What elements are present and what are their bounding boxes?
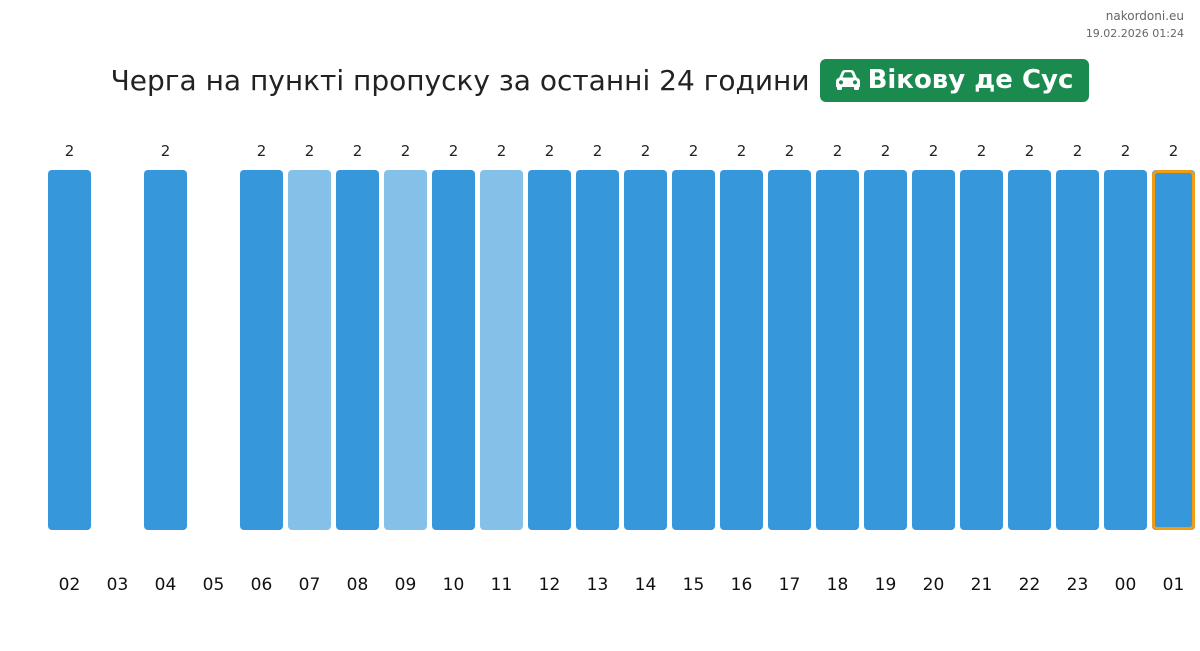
tick-label-13: 13 (587, 575, 609, 595)
value-label-11: 2 (497, 142, 507, 160)
timestamp: 19.02.2026 01:24 (1085, 27, 1184, 40)
bar-16[interactable] (720, 170, 763, 530)
value-label-01: 2 (1169, 142, 1179, 160)
bar-23[interactable] (1056, 170, 1099, 530)
chart-header: Черга на пункті пропуску за останні 24 г… (0, 58, 1200, 102)
value-label-02: 2 (65, 142, 75, 160)
bar-20[interactable] (912, 170, 955, 530)
bar-19[interactable] (864, 170, 907, 530)
badge-label: Вікову де Сус (867, 65, 1074, 95)
tick-label-06: 06 (251, 575, 273, 595)
value-label-10: 2 (449, 142, 459, 160)
bar-14[interactable] (624, 170, 667, 530)
bar-08[interactable] (336, 170, 379, 530)
car-icon (835, 70, 860, 90)
tick-label-07: 07 (299, 575, 321, 595)
tick-label-15: 15 (683, 575, 705, 595)
tick-label-20: 20 (923, 575, 945, 595)
value-label-07: 2 (305, 142, 315, 160)
bar-22[interactable] (1008, 170, 1051, 530)
value-label-08: 2 (353, 142, 363, 160)
tick-label-08: 08 (347, 575, 369, 595)
bar-11[interactable] (480, 170, 523, 530)
value-label-17: 2 (785, 142, 795, 160)
bar-10[interactable] (432, 170, 475, 530)
bar-07[interactable] (288, 170, 331, 530)
tick-label-11: 11 (491, 575, 513, 595)
bar-18[interactable] (816, 170, 859, 530)
bar-01[interactable] (1152, 170, 1195, 530)
tick-label-12: 12 (539, 575, 561, 595)
value-label-19: 2 (881, 142, 891, 160)
site-name[interactable]: nakordoni.eu (1105, 9, 1184, 23)
bar-09[interactable] (384, 170, 427, 530)
tick-label-01: 01 (1163, 575, 1185, 595)
value-label-21: 2 (977, 142, 987, 160)
tick-label-05: 05 (203, 575, 225, 595)
tick-label-10: 10 (443, 575, 465, 595)
value-label-20: 2 (929, 142, 939, 160)
value-label-00: 2 (1121, 142, 1131, 160)
bar-13[interactable] (576, 170, 619, 530)
tick-label-23: 23 (1067, 575, 1089, 595)
bar-17[interactable] (768, 170, 811, 530)
tick-label-17: 17 (779, 575, 801, 595)
value-label-15: 2 (689, 142, 699, 160)
tick-label-00: 00 (1115, 575, 1137, 595)
value-label-22: 2 (1025, 142, 1035, 160)
tick-label-14: 14 (635, 575, 657, 595)
bar-06[interactable] (240, 170, 283, 530)
tick-label-18: 18 (827, 575, 849, 595)
value-label-23: 2 (1073, 142, 1083, 160)
value-label-13: 2 (593, 142, 603, 160)
bar-12[interactable] (528, 170, 571, 530)
checkpoint-badge[interactable]: Вікову де Сус (819, 58, 1090, 102)
tick-label-09: 09 (395, 575, 417, 595)
bar-15[interactable] (672, 170, 715, 530)
value-label-06: 2 (257, 142, 267, 160)
value-label-09: 2 (401, 142, 411, 160)
value-label-18: 2 (833, 142, 843, 160)
tick-label-22: 22 (1019, 575, 1041, 595)
value-label-04: 2 (161, 142, 171, 160)
tick-label-16: 16 (731, 575, 753, 595)
value-label-14: 2 (641, 142, 651, 160)
value-label-16: 2 (737, 142, 747, 160)
tick-label-03: 03 (107, 575, 129, 595)
tick-label-21: 21 (971, 575, 993, 595)
bar-highlight-01 (1152, 170, 1195, 530)
tick-label-02: 02 (59, 575, 81, 595)
tick-label-19: 19 (875, 575, 897, 595)
bar-04[interactable] (144, 170, 187, 530)
value-label-12: 2 (545, 142, 555, 160)
tick-label-04: 04 (155, 575, 177, 595)
bar-02[interactable] (48, 170, 91, 530)
chart-title: Черга на пункті пропуску за останні 24 г… (110, 63, 810, 97)
bar-00[interactable] (1104, 170, 1147, 530)
bar-21[interactable] (960, 170, 1003, 530)
